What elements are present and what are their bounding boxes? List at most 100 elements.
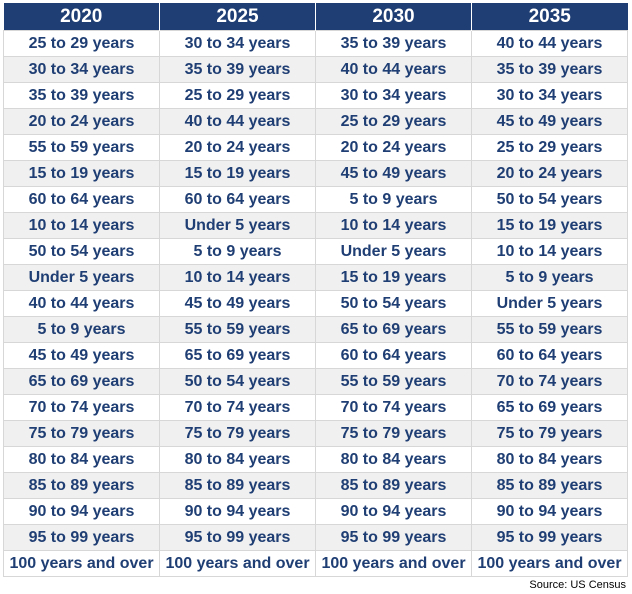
- table-cell: 25 to 29 years: [315, 108, 472, 135]
- table-row: 70 to 74 years 70 to 74 years 70 to 74 yea…: [3, 394, 628, 421]
- table-cell: 70 to 74 years: [471, 368, 628, 395]
- table-cell: 50 to 54 years: [471, 186, 628, 213]
- table-cell: Under 5 years: [315, 238, 472, 265]
- table-cell: 45 to 49 years: [315, 160, 472, 187]
- table-row: 95 to 99 years 95 to 99 years 95 to 99 yea…: [3, 524, 628, 551]
- table-row: 5 to 9 years 55 to 59 years 65 to 69 years…: [3, 316, 628, 343]
- table-cell: 85 to 89 years: [471, 472, 628, 499]
- table-cell: 65 to 69 years: [471, 394, 628, 421]
- table-row: 90 to 94 years 90 to 94 years 90 to 94 yea…: [3, 498, 628, 525]
- table-row: 10 to 14 years Under 5 years 10 to 14 year…: [3, 212, 628, 239]
- table-cell: 20 to 24 years: [315, 134, 472, 161]
- table-cell: 10 to 14 years: [315, 212, 472, 239]
- table-row: 85 to 89 years 85 to 89 years 85 to 89 yea…: [3, 472, 628, 499]
- table-row: 15 to 19 years 15 to 19 years 45 to 49 yea…: [3, 160, 628, 187]
- table-row: 75 to 79 years 75 to 79 years 75 to 79 yea…: [3, 420, 628, 447]
- table-cell: 40 to 44 years: [159, 108, 316, 135]
- table-cell: 85 to 89 years: [159, 472, 316, 499]
- table-cell: 70 to 74 years: [159, 394, 316, 421]
- table-row: 80 to 84 years 80 to 84 years 80 to 84 yea…: [3, 446, 628, 473]
- table-cell: 95 to 99 years: [315, 524, 472, 551]
- table-cell: 45 to 49 years: [159, 290, 316, 317]
- table-cell: 95 to 99 years: [159, 524, 316, 551]
- table-cell: 90 to 94 years: [159, 498, 316, 525]
- table-cell: 35 to 39 years: [3, 82, 160, 109]
- table-cell: 30 to 34 years: [471, 82, 628, 109]
- column-header: 2020: [3, 3, 160, 31]
- table-cell: 25 to 29 years: [159, 82, 316, 109]
- table-cell: 80 to 84 years: [159, 446, 316, 473]
- table-row: 55 to 59 years 20 to 24 years 20 to 24 yea…: [3, 134, 628, 161]
- table-cell: 70 to 74 years: [315, 394, 472, 421]
- table-cell: 75 to 79 years: [3, 420, 160, 447]
- table-cell: 15 to 19 years: [159, 160, 316, 187]
- table-cell: 65 to 69 years: [3, 368, 160, 395]
- table-cell: 25 to 29 years: [3, 30, 160, 57]
- table-row: 65 to 69 years 50 to 54 years 55 to 59 yea…: [3, 368, 628, 395]
- age-ranking-table: 2020 2025 2030 2035 25 to 29 years 30 to 34 …: [3, 3, 628, 577]
- table-cell: 100 years and over: [471, 550, 628, 577]
- table-cell: 55 to 59 years: [315, 368, 472, 395]
- source-note: Source: US Census: [529, 579, 626, 591]
- table-cell: 10 to 14 years: [3, 212, 160, 239]
- table-cell: 5 to 9 years: [471, 264, 628, 291]
- table-body: 25 to 29 years 30 to 34 years 35 to 39 yea…: [3, 30, 628, 577]
- table-cell: 35 to 39 years: [315, 30, 472, 57]
- table-cell: 85 to 89 years: [315, 472, 472, 499]
- table-cell: 55 to 59 years: [159, 316, 316, 343]
- table-row: 50 to 54 years 5 to 9 years Under 5 years 1…: [3, 238, 628, 265]
- table-cell: 20 to 24 years: [159, 134, 316, 161]
- table-cell: 5 to 9 years: [159, 238, 316, 265]
- table-cell: 60 to 64 years: [471, 342, 628, 369]
- table-cell: 30 to 34 years: [315, 82, 472, 109]
- table-cell: 60 to 64 years: [159, 186, 316, 213]
- table-cell: 5 to 9 years: [315, 186, 472, 213]
- table-cell: 10 to 14 years: [471, 238, 628, 265]
- column-header: 2035: [471, 3, 628, 31]
- table-cell: 20 to 24 years: [471, 160, 628, 187]
- header-row: 2020 2025 2030 2035: [3, 3, 628, 31]
- table-cell: 40 to 44 years: [315, 56, 472, 83]
- table-cell: 50 to 54 years: [159, 368, 316, 395]
- table-cell: 90 to 94 years: [471, 498, 628, 525]
- table-cell: 20 to 24 years: [3, 108, 160, 135]
- table-cell: 75 to 79 years: [159, 420, 316, 447]
- table-row: Under 5 years 10 to 14 years 15 to 19 year…: [3, 264, 628, 291]
- table-cell: 10 to 14 years: [159, 264, 316, 291]
- table-cell: 80 to 84 years: [3, 446, 160, 473]
- table-cell: 90 to 94 years: [3, 498, 160, 525]
- table-cell: 55 to 59 years: [3, 134, 160, 161]
- table-cell: 55 to 59 years: [471, 316, 628, 343]
- table-cell: 60 to 64 years: [315, 342, 472, 369]
- table-cell: 50 to 54 years: [3, 238, 160, 265]
- table-cell: Under 5 years: [3, 264, 160, 291]
- table-cell: 35 to 39 years: [159, 56, 316, 83]
- table-row: 45 to 49 years 65 to 69 years 60 to 64 yea…: [3, 342, 628, 369]
- table-cell: 35 to 39 years: [471, 56, 628, 83]
- table-cell: 85 to 89 years: [3, 472, 160, 499]
- table-cell: 65 to 69 years: [315, 316, 472, 343]
- table-cell: 70 to 74 years: [3, 394, 160, 421]
- table-cell: 15 to 19 years: [315, 264, 472, 291]
- table-cell: 100 years and over: [3, 550, 160, 577]
- table-cell: 95 to 99 years: [471, 524, 628, 551]
- table-cell: 25 to 29 years: [471, 134, 628, 161]
- table-cell: 90 to 94 years: [315, 498, 472, 525]
- table-cell: 75 to 79 years: [471, 420, 628, 447]
- table-row: 35 to 39 years 25 to 29 years 30 to 34 yea…: [3, 82, 628, 109]
- table-cell: Under 5 years: [159, 212, 316, 239]
- table-cell: 100 years and over: [315, 550, 472, 577]
- table-row: 60 to 64 years 60 to 64 years 5 to 9 years…: [3, 186, 628, 213]
- table-row: 30 to 34 years 35 to 39 years 40 to 44 yea…: [3, 56, 628, 83]
- table-cell: 45 to 49 years: [3, 342, 160, 369]
- table-cell: Under 5 years: [471, 290, 628, 317]
- table-cell: 40 to 44 years: [471, 30, 628, 57]
- table-cell: 60 to 64 years: [3, 186, 160, 213]
- table-cell: 75 to 79 years: [315, 420, 472, 447]
- table-cell: 15 to 19 years: [3, 160, 160, 187]
- table-cell: 80 to 84 years: [471, 446, 628, 473]
- table-cell: 15 to 19 years: [471, 212, 628, 239]
- table-cell: 100 years and over: [159, 550, 316, 577]
- table-cell: 50 to 54 years: [315, 290, 472, 317]
- table-cell: 5 to 9 years: [3, 316, 160, 343]
